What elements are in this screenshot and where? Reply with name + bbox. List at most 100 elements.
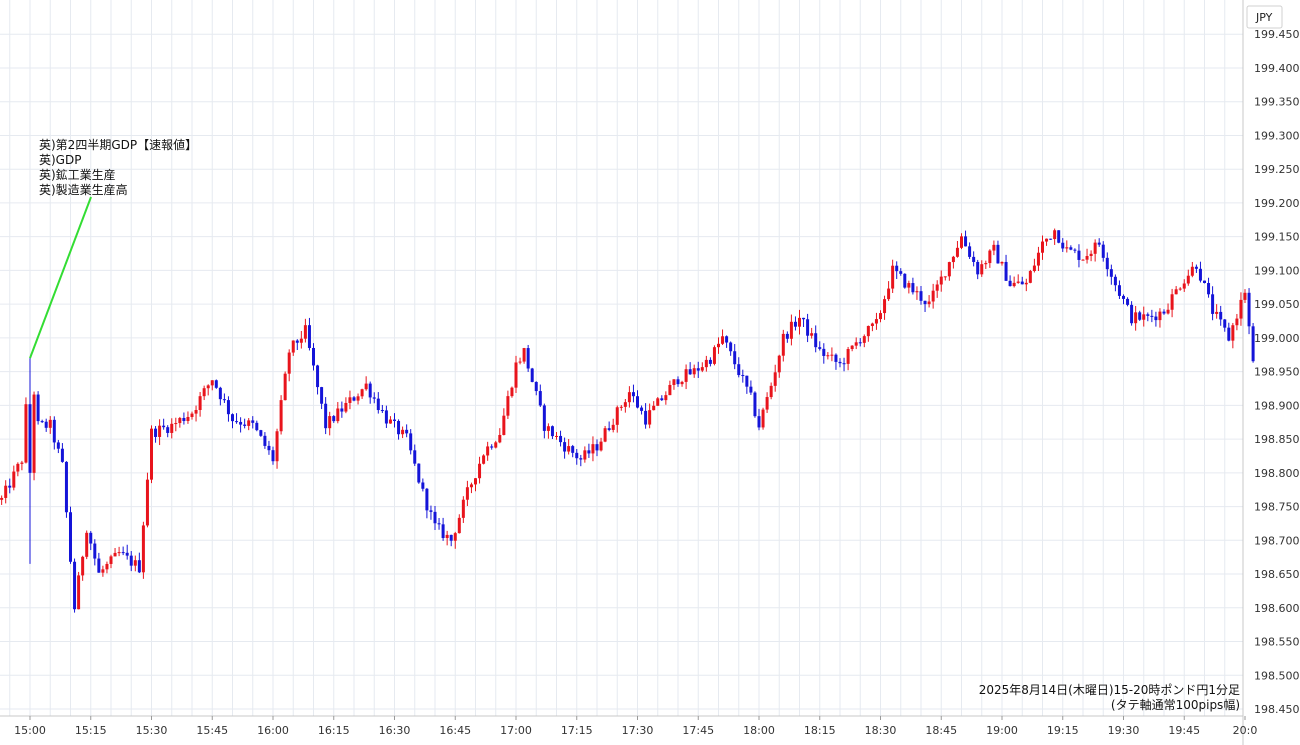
candle: [393, 413, 396, 428]
candle: [1113, 274, 1117, 292]
candle: [919, 285, 923, 305]
candle-body: [583, 450, 587, 460]
currency-label: JPY: [1255, 11, 1273, 24]
candle-body: [1101, 244, 1105, 258]
x-tick-label: 16:30: [379, 724, 411, 737]
candle-body: [259, 430, 263, 436]
candle-body: [121, 552, 125, 554]
candle-body: [777, 355, 781, 373]
candle: [145, 472, 149, 528]
candle-body: [4, 485, 8, 498]
x-tick-label: 19:00: [986, 724, 1018, 737]
candle: [1057, 230, 1061, 244]
candle-body: [919, 291, 923, 301]
candle-body: [137, 560, 141, 573]
candle: [1227, 322, 1231, 342]
candle: [1041, 235, 1044, 260]
candle: [202, 385, 206, 401]
candle: [231, 413, 234, 429]
x-tick-label: 17:45: [682, 724, 714, 737]
y-tick-label: 198.450: [1254, 703, 1300, 716]
candle: [887, 281, 891, 302]
x-tick-label: 15:30: [136, 724, 168, 737]
candle: [186, 411, 190, 424]
candle-body: [490, 446, 494, 448]
candle: [1207, 277, 1211, 298]
candle: [77, 571, 81, 610]
candle-body: [550, 426, 554, 437]
candle: [733, 344, 737, 370]
candle-body: [636, 396, 639, 408]
candle: [1012, 276, 1016, 288]
candle-body: [1158, 311, 1162, 321]
candle: [210, 380, 214, 391]
candle-body: [174, 423, 178, 425]
candle: [1243, 289, 1247, 303]
candle-body: [129, 555, 133, 566]
candle-body: [56, 442, 60, 449]
candle: [627, 386, 631, 408]
candle-body: [838, 361, 842, 364]
candle-body: [1130, 304, 1134, 324]
candle-body: [73, 561, 77, 610]
candle-body: [660, 398, 664, 401]
candle: [968, 242, 972, 259]
candle-body: [518, 361, 522, 363]
candle-body: [226, 400, 230, 415]
candle: [222, 393, 226, 403]
candle: [384, 405, 388, 428]
candle-body: [1057, 230, 1061, 243]
candle-body: [109, 556, 113, 564]
candle-body: [939, 276, 943, 285]
candle: [749, 380, 753, 395]
candle: [636, 390, 639, 409]
candle-body: [469, 484, 473, 488]
y-tick-label: 199.100: [1254, 264, 1300, 277]
candle: [684, 364, 688, 390]
candle: [243, 418, 247, 429]
candle: [1073, 248, 1077, 254]
candle-body: [899, 271, 903, 274]
candle: [364, 376, 368, 391]
candle: [988, 249, 992, 268]
candle: [239, 417, 243, 433]
candle-body: [627, 392, 631, 403]
candle-body: [64, 461, 68, 513]
candle: [85, 530, 89, 560]
candle: [583, 446, 587, 463]
candle: [534, 381, 538, 396]
candle: [154, 426, 158, 443]
candle-body: [1239, 299, 1243, 319]
candle-body: [737, 364, 741, 376]
candle-body: [619, 406, 623, 408]
candle: [992, 240, 996, 256]
candle-body: [1231, 325, 1235, 341]
candle: [502, 408, 506, 436]
candle-body: [866, 325, 870, 337]
candle-body: [267, 445, 271, 451]
grid-lines: [0, 0, 1243, 716]
candle-body: [814, 333, 818, 348]
candle-body: [16, 463, 20, 472]
candle-body: [559, 435, 563, 443]
candle: [0, 495, 4, 505]
candle-body: [704, 359, 708, 368]
candle: [879, 310, 882, 323]
candle-body: [951, 256, 955, 263]
candle: [360, 388, 364, 399]
x-tick-label: 19:30: [1108, 724, 1140, 737]
candle-body: [316, 365, 320, 388]
candle: [579, 454, 583, 467]
candle-body: [52, 419, 56, 443]
candle: [486, 441, 490, 461]
candle: [89, 531, 93, 551]
candle-body: [97, 558, 101, 573]
candle-body: [1000, 261, 1004, 264]
candle: [1203, 280, 1206, 284]
candle-body: [822, 348, 826, 356]
candle-body: [895, 265, 899, 272]
candle: [133, 555, 137, 572]
candle-body: [1113, 276, 1117, 286]
x-tick-label: 17:30: [622, 724, 654, 737]
candle-body: [105, 563, 109, 570]
